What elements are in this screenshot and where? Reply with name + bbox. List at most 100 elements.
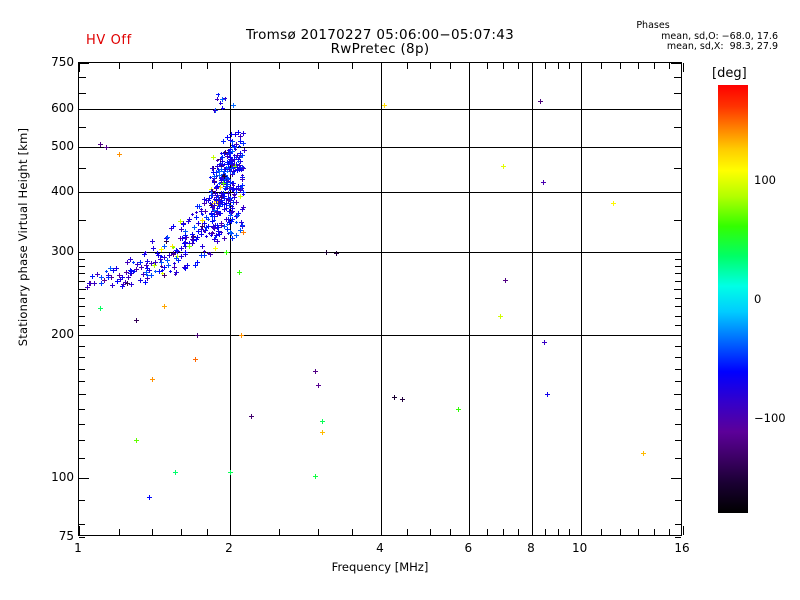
scatter-point bbox=[168, 269, 172, 273]
scatter-point bbox=[226, 179, 230, 183]
y-axis-tick bbox=[671, 63, 681, 64]
scatter-point bbox=[164, 236, 169, 241]
scatter-point bbox=[215, 207, 219, 211]
scatter-point bbox=[98, 280, 104, 286]
scatter-point bbox=[128, 256, 133, 262]
scatter-point bbox=[153, 259, 159, 265]
scatter-point bbox=[105, 274, 111, 280]
scatter-point bbox=[222, 223, 228, 229]
x-axis-tick bbox=[351, 63, 353, 69]
scatter-point bbox=[162, 255, 168, 261]
scatter-point bbox=[544, 392, 550, 398]
y-axis-tick bbox=[79, 92, 86, 94]
scatter-point bbox=[540, 180, 546, 186]
scatter-point bbox=[148, 260, 154, 266]
scatter-point bbox=[237, 165, 243, 171]
scatter-point bbox=[176, 257, 181, 263]
y-axis-tick bbox=[675, 440, 681, 442]
x-axis-tick bbox=[406, 63, 408, 69]
scatter-point bbox=[211, 170, 217, 176]
scatter-point bbox=[131, 269, 135, 273]
scatter-point bbox=[312, 369, 318, 374]
x-axis-tick bbox=[502, 63, 504, 69]
x-axis-tick bbox=[653, 529, 655, 535]
scatter-point bbox=[121, 282, 127, 287]
scatter-point bbox=[221, 181, 227, 187]
y-axis-tick bbox=[675, 368, 681, 370]
scatter-point bbox=[217, 182, 221, 186]
scatter-point bbox=[214, 169, 220, 175]
colorbar-title: [deg] bbox=[712, 66, 747, 81]
scatter-point bbox=[213, 245, 219, 251]
scatter-point bbox=[184, 235, 190, 241]
y-axis-tick bbox=[671, 477, 681, 479]
scatter-point bbox=[234, 142, 240, 148]
scatter-point bbox=[205, 235, 209, 239]
y-axis-tick bbox=[79, 477, 89, 479]
scatter-point bbox=[172, 469, 178, 475]
scatter-point bbox=[222, 149, 228, 155]
y-axis-tick bbox=[671, 192, 681, 194]
scatter-point bbox=[538, 98, 543, 104]
scatter-point bbox=[233, 154, 239, 160]
y-axis-tick bbox=[675, 289, 681, 291]
scatter-point bbox=[215, 201, 221, 207]
scatter-point bbox=[182, 232, 188, 238]
y-axis-tick bbox=[671, 335, 681, 337]
y-axis-tick bbox=[671, 146, 681, 148]
scatter-point bbox=[169, 225, 175, 231]
scatter-point bbox=[158, 259, 164, 265]
y-axis-tick bbox=[674, 77, 681, 79]
y-axis-tick bbox=[675, 381, 681, 382]
scatter-point bbox=[172, 262, 176, 265]
scatter-point bbox=[231, 102, 237, 108]
scatter-point bbox=[161, 268, 165, 272]
scatter-point bbox=[155, 253, 161, 259]
scatter-point bbox=[223, 96, 227, 101]
scatter-point bbox=[162, 265, 167, 271]
scatter-point bbox=[190, 213, 194, 217]
scatter-point bbox=[153, 269, 157, 273]
colorbar[interactable]: 100 0 −100 bbox=[718, 85, 786, 513]
scatter-point bbox=[224, 179, 230, 185]
scatter-point bbox=[333, 251, 339, 256]
y-axis-tick bbox=[79, 458, 85, 460]
y-axis-tick bbox=[675, 265, 681, 267]
scatter-point bbox=[125, 275, 131, 280]
scatter-point bbox=[226, 186, 230, 190]
scatter-point bbox=[220, 165, 224, 168]
plot-title-line2: RwPretec (8p) bbox=[330, 41, 430, 57]
scatter-point bbox=[91, 280, 97, 286]
scatter-point bbox=[114, 279, 120, 285]
x-axis-tick bbox=[207, 529, 208, 535]
scatter-point bbox=[228, 179, 233, 185]
scatter-point bbox=[229, 205, 235, 211]
scatter-point bbox=[221, 168, 227, 174]
scatter-point bbox=[221, 178, 227, 184]
scatter-point bbox=[228, 147, 234, 153]
scatter-point bbox=[208, 212, 214, 218]
y-axis-tick bbox=[79, 345, 85, 347]
scatter-point bbox=[173, 270, 179, 276]
scatter-point bbox=[229, 216, 235, 222]
y-axis-tick bbox=[675, 258, 681, 260]
x-tick-label: 16 bbox=[674, 541, 690, 555]
gridline-horizontal bbox=[79, 251, 681, 253]
scatter-point bbox=[203, 224, 209, 230]
y-axis-tick bbox=[79, 192, 89, 194]
scatter-point bbox=[230, 138, 235, 144]
y-axis-tick bbox=[79, 258, 85, 260]
scatter-point bbox=[144, 275, 150, 281]
x-tick-label: 1 bbox=[74, 541, 82, 555]
scatter-point bbox=[225, 161, 231, 167]
scatter-point bbox=[223, 249, 229, 255]
scatter-point bbox=[224, 176, 230, 182]
y-axis-tick bbox=[671, 251, 681, 253]
scatter-point bbox=[178, 218, 184, 224]
scatter-point bbox=[239, 182, 245, 188]
scatter-point bbox=[239, 168, 243, 172]
scatter-point bbox=[97, 306, 103, 312]
plot-area[interactable] bbox=[78, 62, 684, 538]
scatter-point bbox=[208, 202, 212, 206]
x-axis-tick bbox=[450, 529, 452, 535]
